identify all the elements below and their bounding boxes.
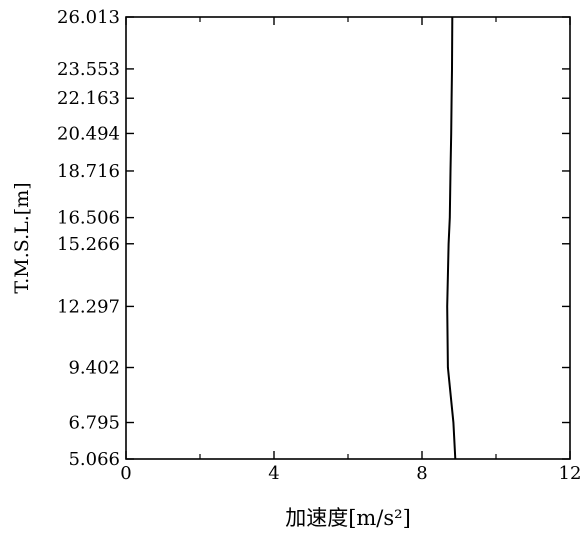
y-tick-label: 16.506 bbox=[57, 208, 120, 229]
series-layer bbox=[446, 16, 457, 460]
x-tick-label: 8 bbox=[416, 463, 427, 484]
y-tick-label: 15.266 bbox=[57, 234, 120, 255]
x-tick-label: 0 bbox=[120, 463, 131, 484]
y-tick-label: 18.716 bbox=[57, 161, 120, 182]
y-tick-label: 22.163 bbox=[57, 88, 120, 109]
plot-frame bbox=[125, 16, 571, 460]
y-tick-label: 26.013 bbox=[57, 7, 120, 28]
y-tick-label: 6.795 bbox=[68, 413, 120, 434]
x-tick-label: 4 bbox=[268, 463, 279, 484]
y-tick-label: 20.494 bbox=[57, 123, 120, 144]
x-axis-label: 加速度[m/s²] bbox=[285, 506, 411, 530]
ticks-layer: 0 4 8 12 5.066 6.795 9.402 12.297 15.266 16.506 18… bbox=[57, 7, 581, 484]
y-axis-label: T.M.S.L.[m] bbox=[11, 182, 33, 293]
y-tick-label: 5.066 bbox=[68, 449, 120, 470]
y-tick-label: 23.553 bbox=[57, 59, 120, 80]
y-tick-label: 12.297 bbox=[57, 296, 120, 317]
x-tick-label: 12 bbox=[559, 463, 582, 484]
series-line bbox=[446, 16, 457, 460]
y-tick-label: 9.402 bbox=[68, 358, 120, 379]
